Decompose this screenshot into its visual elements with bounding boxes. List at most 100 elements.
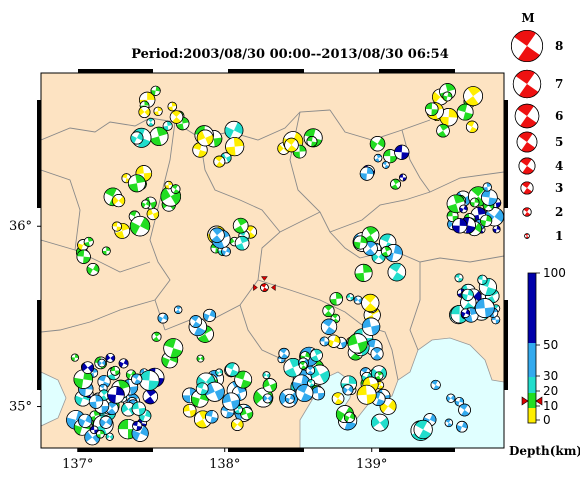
y-tick-label: 35° — [9, 400, 32, 415]
earthquake-mechanism — [131, 401, 146, 416]
earthquake-mechanism — [262, 371, 271, 380]
depth-band-50-100 — [528, 273, 536, 343]
earthquake-mechanism — [222, 392, 241, 411]
earthquake-mechanism — [482, 182, 492, 192]
earthquake-mechanism — [353, 295, 363, 305]
earthquake-mechanism — [399, 173, 407, 182]
earthquake-mechanism — [73, 369, 94, 389]
earthquake-mechanism — [131, 373, 143, 385]
earthquake-mechanism — [295, 384, 314, 402]
earthquake-mechanism — [454, 273, 464, 283]
earthquake-mechanism — [356, 384, 377, 405]
earthquake-mechanism — [329, 292, 343, 306]
magnitude-legend-header: M — [521, 11, 534, 25]
earthquake-mechanism — [205, 410, 219, 424]
earthquake-mechanism — [146, 117, 156, 127]
earthquake-mechanism — [444, 418, 454, 428]
earthquake-mechanism — [232, 217, 249, 234]
earthquake-mechanism — [413, 419, 433, 440]
earthquake-mechanism — [390, 178, 401, 190]
earthquake-mechanism — [96, 429, 105, 439]
depth-tick-label: 50 — [543, 338, 558, 352]
earthquake-mechanism — [99, 415, 113, 429]
earthquake-mechanism — [347, 333, 368, 354]
earthquake-mechanism — [202, 308, 217, 322]
earthquake-mechanism — [170, 184, 181, 194]
magnitude-legend-ball — [516, 131, 538, 153]
magnitude-legend-ball — [522, 207, 532, 217]
magnitude-legend: M 8 7 6 5 4 3 2 1 — [510, 11, 563, 243]
earthquake-mechanism — [425, 102, 439, 116]
earthquake-mechanism — [88, 394, 104, 409]
epicenter-marker — [253, 276, 276, 292]
earthquake-mechanism — [151, 331, 162, 342]
earthquake-mechanism — [262, 378, 278, 393]
earthquake-mechanism — [189, 315, 203, 328]
earthquake-mechanism — [442, 91, 453, 102]
earthquake-mechanism — [70, 353, 79, 362]
sea-area-ise-bay — [41, 371, 67, 427]
earthquake-mechanism — [138, 106, 151, 119]
earthquake-mechanism — [141, 199, 151, 209]
earthquake-mechanism — [454, 396, 465, 407]
earthquake-mechanism — [213, 155, 226, 168]
earthquake-mechanism — [132, 420, 143, 431]
x-tick-label: 137° — [62, 457, 93, 472]
earthquake-mechanism — [215, 368, 224, 377]
earthquake-mechanism — [477, 274, 488, 285]
earthquake-mechanism — [436, 123, 450, 138]
x-tick-label: 138° — [209, 457, 240, 472]
magnitude-legend-label: 2 — [555, 205, 563, 219]
earthquake-mechanism — [369, 136, 386, 152]
earthquake-mechanism — [167, 101, 178, 112]
earthquake-mechanisms — [66, 83, 504, 446]
earthquake-mechanism — [439, 108, 458, 127]
earthquake-mechanism — [331, 392, 345, 405]
earthquake-mechanism — [142, 388, 159, 405]
earthquake-mechanism — [105, 353, 116, 363]
magnitude-legend-label: 3 — [555, 181, 563, 195]
earthquake-mechanism — [458, 403, 471, 417]
earthquake-mechanism — [146, 207, 160, 221]
earthquake-mechanism — [204, 381, 225, 402]
earthquake-mechanism — [479, 214, 493, 227]
earthquake-mechanism — [283, 358, 303, 378]
earthquake-mechanism — [118, 358, 129, 369]
magnitude-legend-label: 1 — [555, 229, 563, 243]
earthquake-mechanism — [195, 382, 209, 396]
earthquake-mechanism — [101, 246, 111, 256]
earthquake-mechanism — [149, 126, 169, 146]
magnitude-legend-ball — [512, 69, 542, 99]
earthquake-mechanism — [343, 411, 356, 423]
earthquake-mechanism — [105, 432, 114, 441]
earthquake-mechanism — [90, 425, 99, 435]
depth-legend-label: Depth(km) — [509, 444, 580, 458]
earthquake-mechanism — [262, 393, 273, 404]
earthquake-mechanism — [209, 227, 225, 243]
map-plot-area — [41, 73, 504, 448]
earthquake-mechanism — [224, 120, 244, 140]
earthquake-mechanism — [374, 371, 384, 381]
earthquake-mechanism — [305, 365, 316, 376]
earthquake-mechanism — [307, 379, 316, 388]
earthquake-mechanism — [370, 347, 384, 361]
earthquake-mechanism — [225, 362, 240, 377]
earthquake-mechanism — [463, 86, 484, 107]
earthquake-mechanism — [298, 361, 308, 370]
earthquake-mechanism — [110, 365, 121, 376]
depth-tick-label: 30 — [543, 369, 558, 383]
depth-tick-label: 100 — [543, 266, 566, 280]
earthquake-mechanism — [221, 246, 231, 257]
earthquake-mechanism — [459, 204, 468, 214]
earthquake-mechanism — [394, 144, 410, 160]
depth-tick-label: 10 — [543, 399, 558, 413]
earthquake-mechanism — [284, 137, 299, 153]
earthquake-mechanism — [387, 262, 407, 282]
earthquake-mechanism — [309, 348, 323, 362]
earthquake-mechanism — [231, 418, 244, 431]
earthquake-mechanism — [430, 379, 441, 391]
earthquake-mechanism — [320, 318, 338, 335]
magnitude-legend-ball — [518, 157, 536, 175]
earthquake-mechanism — [474, 298, 495, 318]
